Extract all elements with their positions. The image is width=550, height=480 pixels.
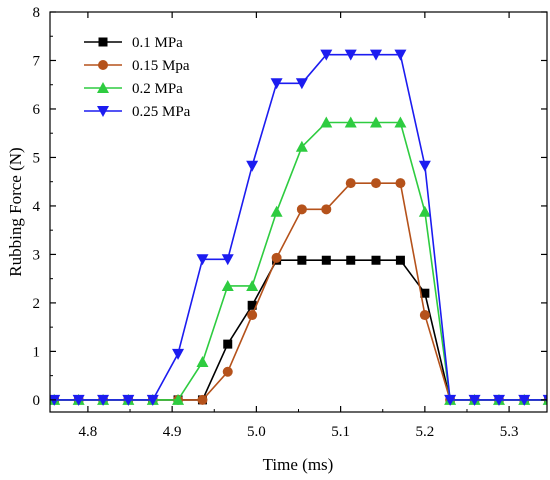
data-point	[295, 140, 308, 152]
data-point	[221, 254, 234, 266]
x-tick-label: 4.8	[79, 424, 98, 440]
data-point	[344, 49, 357, 61]
legend-label: 0.15 Mpa	[132, 58, 190, 74]
data-point	[172, 393, 185, 405]
legend-label: 0.1 MPa	[132, 35, 183, 51]
y-tick-label: 8	[33, 5, 41, 21]
legend-item: 0.25 MPa	[84, 104, 191, 120]
legend-item: 0.15 Mpa	[84, 58, 190, 74]
data-point	[395, 178, 406, 189]
series-line	[54, 259, 547, 401]
data-point	[468, 394, 481, 406]
data-point	[122, 394, 135, 406]
x-tick-label: 5.0	[247, 424, 266, 440]
y-tick-label: 3	[33, 247, 41, 263]
data-point	[419, 310, 430, 321]
data-point	[270, 205, 283, 217]
legend-label: 0.25 MPa	[132, 104, 191, 120]
legend-marker	[97, 82, 109, 93]
data-point	[247, 300, 257, 310]
y-tick-label: 7	[33, 53, 41, 69]
series-layer	[50, 49, 547, 406]
data-point	[72, 394, 85, 406]
data-point	[370, 178, 381, 189]
data-point	[270, 78, 283, 90]
x-tick-label: 5.3	[500, 424, 519, 440]
data-point	[344, 116, 357, 128]
data-point	[197, 394, 208, 405]
data-point	[223, 339, 233, 349]
data-point	[369, 116, 382, 128]
data-point	[345, 178, 356, 189]
data-point	[97, 394, 110, 406]
y-tick-label: 4	[33, 199, 41, 215]
data-point	[418, 205, 431, 217]
x-tick-label: 4.9	[163, 424, 182, 440]
x-tick-label: 5.1	[331, 424, 350, 440]
series-line	[54, 53, 547, 401]
data-point	[222, 366, 233, 377]
y-tick-label: 2	[33, 296, 41, 312]
legend-item: 0.1 MPa	[84, 35, 183, 51]
legend-marker	[98, 37, 108, 47]
data-point	[271, 252, 282, 263]
data-point	[221, 279, 234, 291]
data-point	[196, 254, 209, 266]
data-point	[492, 394, 505, 406]
y-tick-label: 1	[33, 344, 41, 360]
data-point	[371, 255, 381, 265]
y-tick-label: 0	[33, 393, 41, 409]
data-point	[394, 49, 407, 61]
data-point	[246, 279, 259, 291]
data-point	[542, 394, 547, 403]
data-point	[321, 204, 332, 215]
series-line	[54, 182, 547, 401]
y-tick-label: 6	[33, 102, 41, 118]
data-point	[172, 348, 185, 360]
data-point	[444, 394, 457, 406]
legend-marker	[98, 60, 108, 70]
legend-label: 0.2 MPa	[132, 81, 183, 97]
data-point	[369, 49, 382, 61]
x-axis-label: Time (ms)	[263, 455, 334, 474]
x-axis: 4.8 4.9 5.0 5.1 5.2 5.3	[79, 12, 519, 440]
series-2	[50, 178, 547, 405]
data-point	[321, 255, 331, 265]
y-tick-label: 5	[33, 150, 41, 166]
data-point	[247, 310, 258, 321]
series-4	[50, 49, 547, 406]
legend: 0.1 MPa 0.15 Mpa 0.2 MPa 0.25 MPa	[84, 35, 191, 120]
data-point	[297, 255, 307, 265]
data-point	[346, 255, 356, 265]
data-point	[296, 204, 307, 215]
legend-marker	[97, 106, 109, 117]
data-point	[146, 394, 159, 406]
data-point	[320, 116, 333, 128]
data-point	[418, 160, 431, 172]
y-axis-label: Rubbing Force (N)	[6, 147, 25, 276]
series-1	[50, 255, 547, 405]
data-point	[394, 116, 407, 128]
data-point	[518, 394, 531, 406]
data-point	[246, 160, 259, 172]
data-point	[395, 255, 405, 265]
data-point	[295, 78, 308, 90]
x-tick-label: 5.2	[415, 424, 434, 440]
data-point	[320, 49, 333, 61]
legend-item: 0.2 MPa	[84, 81, 183, 97]
y-axis: 0 1 2 3 4 5 6 7 8	[33, 5, 547, 409]
data-point	[420, 288, 430, 298]
data-point	[196, 356, 209, 368]
